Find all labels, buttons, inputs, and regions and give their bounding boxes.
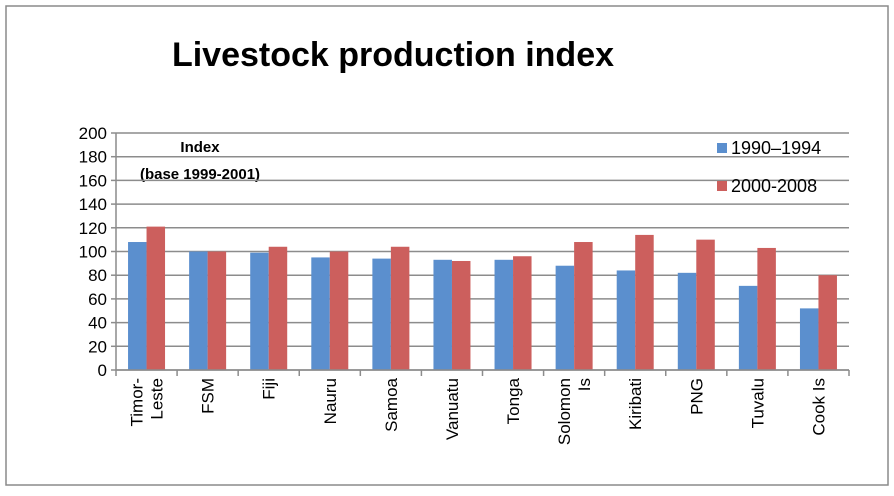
y-tick-label: 160	[79, 171, 107, 190]
y-tick-label: 140	[79, 195, 107, 214]
bar-series-1	[128, 242, 147, 370]
bar-series-2	[696, 239, 715, 370]
y-tick-labels: 0 20 40 60 80 100 120 140 160 180 200	[79, 124, 107, 380]
bar-series-1	[372, 258, 391, 370]
y-tick-label: 20	[88, 337, 107, 356]
y-axis-label-line-2: (base 1999-2001)	[140, 166, 260, 183]
legend-swatch	[717, 181, 727, 191]
x-category-label: Tuvalu	[748, 378, 767, 428]
x-category-label: Nauru	[321, 378, 340, 424]
y-axis-label-line-1: Index	[180, 139, 220, 156]
y-tick-label: 200	[79, 124, 107, 143]
y-tick-label: 120	[79, 219, 107, 238]
bar-series-1	[494, 259, 514, 370]
bar-series-2	[635, 234, 654, 370]
bar-series-2	[574, 242, 593, 370]
bar-series-2	[207, 251, 227, 370]
bar-series-2	[513, 256, 532, 370]
legend: 1990–1994 2000-2008	[717, 138, 821, 196]
bar-series-1	[799, 308, 819, 370]
bar-series-1	[738, 285, 758, 370]
bars	[128, 226, 837, 370]
x-category-label: PNG	[687, 378, 706, 415]
axes	[115, 133, 850, 376]
y-tick-label: 180	[79, 148, 107, 167]
y-tick-label: 100	[79, 243, 107, 262]
gridlines	[111, 132, 849, 371]
y-tick-label: 80	[88, 266, 107, 285]
legend-label: 1990–1994	[731, 138, 821, 158]
bar-series-1	[677, 272, 697, 370]
bar-series-2	[451, 260, 471, 370]
x-category-label: Solomon	[555, 378, 574, 445]
x-category-label: Cook Is	[809, 378, 828, 436]
x-category-label: Fiji	[260, 378, 279, 400]
bar-series-1	[616, 270, 636, 370]
chart-title: Livestock production index	[172, 36, 614, 74]
x-category-label: Samoa	[382, 377, 401, 431]
x-category-label: FSM	[199, 378, 218, 414]
y-tick-label: 40	[88, 314, 107, 333]
x-category-label: Kiribati	[626, 378, 645, 430]
bar-series-2	[329, 251, 349, 370]
y-tick-label: 60	[88, 290, 107, 309]
bar-series-2	[268, 246, 288, 370]
legend-swatch	[717, 143, 727, 153]
bar-series-2	[818, 275, 837, 370]
bar-series-2	[146, 226, 166, 370]
bar-series-1	[189, 251, 208, 370]
x-category-label: Leste	[148, 378, 167, 420]
x-category-label: Tonga	[504, 377, 523, 424]
bar-series-2	[390, 246, 410, 370]
bar-series-1	[433, 259, 452, 370]
bar-series-1	[555, 265, 575, 370]
x-category-labels: Timor- Leste FSM Fiji Nauru Samoa Vanuatu Tonga…	[128, 377, 829, 445]
bar-series-1	[311, 257, 330, 370]
bar-series-2	[757, 247, 776, 370]
x-category-label: Is	[575, 378, 594, 391]
x-category-label: Timor-	[128, 378, 147, 426]
x-category-label: Vanuatu	[443, 378, 462, 440]
legend-label: 2000-2008	[731, 176, 817, 196]
y-tick-label: 0	[98, 361, 107, 380]
bar-series-1	[250, 252, 269, 370]
